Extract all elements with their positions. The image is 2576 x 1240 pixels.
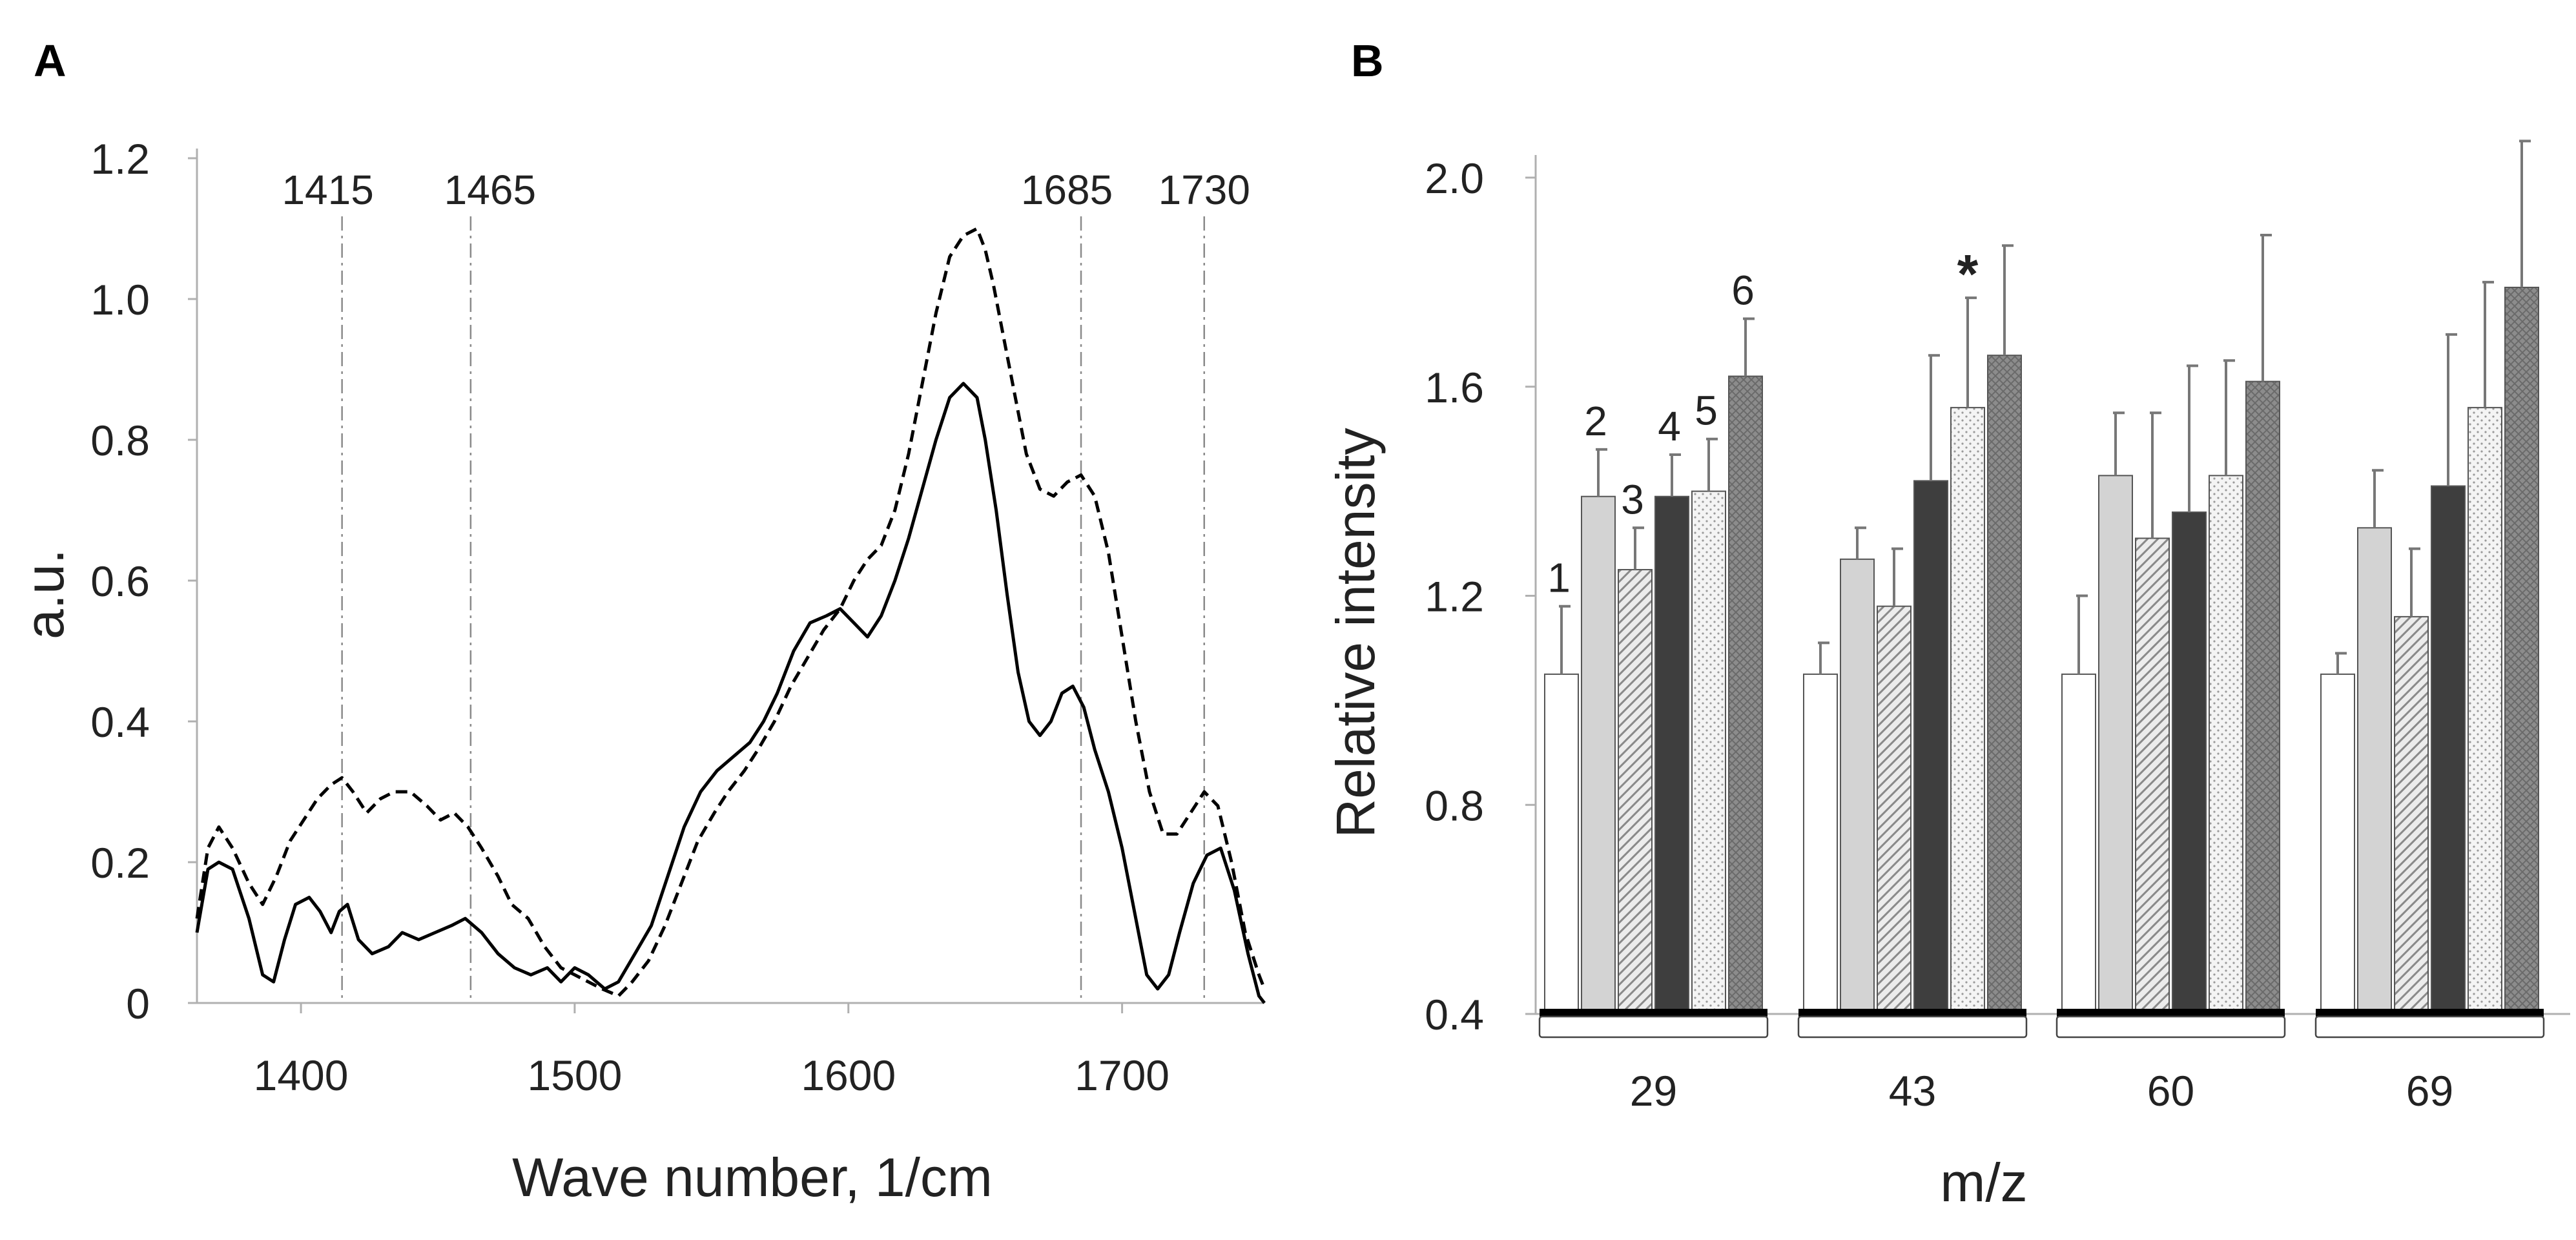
chart-b-series-label: 3 [1621, 476, 1644, 522]
chart-b-bar [1840, 558, 1875, 1015]
chart-a-reference-lines: 1415 1465 1685 1730 [282, 167, 1250, 1003]
chart-b-baseline-bar [2057, 1009, 2285, 1017]
chart-a-reference-label: 1730 [1159, 167, 1250, 213]
chart-a-y-tick-label: 1.0 [90, 276, 150, 324]
chart-b-bar [1987, 355, 2022, 1015]
chart-b-series: 1 234 5 6 29 * 43 60 69 [1538, 140, 2545, 1115]
chart-a-x-tick-label: 1600 [801, 1051, 896, 1099]
chart-b-bars: 0.4 0.8 1.2 1.6 2.0 1 234 5 6 29 * 43 60 69 m/z Rela… [1325, 140, 2570, 1213]
chart-b-bar [1877, 605, 1911, 1015]
chart-a-series-solid [195, 382, 1266, 1004]
chart-b-bar [2098, 475, 2133, 1015]
chart-b-bar [2504, 286, 2539, 1015]
chart-b-series-label: 5 [1695, 388, 1718, 434]
chart-a-axes: 0 0.2 0.4 0.6 0.8 1.0 1.2 1400 1500 1600 1700 [90, 135, 1264, 1099]
chart-b-bar [2209, 475, 2243, 1015]
chart-b-bar [1691, 490, 1726, 1015]
chart-b-bar [2245, 380, 2280, 1015]
chart-b-y-tick-label: 0.8 [1425, 781, 1484, 829]
chart-a-series-dashed [195, 227, 1266, 998]
chart-a-ylabel: a.u. [14, 549, 75, 639]
chart-b-bar [2431, 485, 2466, 1015]
chart-b-bar [1950, 407, 1985, 1015]
chart-a-y-tick-label: 0.6 [90, 557, 150, 605]
chart-a-reference-label: 1465 [444, 167, 536, 213]
chart-b-bar [1544, 673, 1579, 1015]
chart-b-category-bracket [1538, 1015, 1769, 1038]
chart-a-reference-label: 1415 [282, 167, 373, 213]
chart-a-reference-label: 1685 [1021, 167, 1113, 213]
panel-label-a: A [34, 36, 67, 86]
chart-a-x-tick-label: 1700 [1075, 1051, 1170, 1099]
chart-b-bar [2320, 673, 2355, 1015]
chart-b-category-bracket [1797, 1015, 2028, 1038]
chart-a-y-tick-label: 0.2 [90, 839, 150, 887]
chart-b-baseline-bar [1798, 1009, 2026, 1017]
chart-b-x-tick-label: 69 [2406, 1067, 2453, 1115]
chart-b-category-bracket [2056, 1015, 2286, 1038]
chart-b-y-tick-label: 1.2 [1425, 573, 1484, 621]
chart-b-xlabel: m/z [1940, 1152, 2027, 1213]
chart-a-spectrum: 0 0.2 0.4 0.6 0.8 1.0 1.2 1400 1500 1600 1700 1415… [14, 135, 1266, 1208]
chart-b-y-tick-label: 1.6 [1425, 364, 1484, 411]
chart-b-ylabel: Relative intensity [1325, 428, 1386, 838]
chart-b-y-tick-label: 2.0 [1425, 154, 1484, 202]
chart-b-series-label: 4 [1658, 403, 1681, 450]
chart-a-series [195, 227, 1266, 1004]
chart-a-y-tick-label: 0.4 [90, 698, 150, 746]
chart-b-bar [2357, 527, 2392, 1015]
panel-label-b: B [1351, 36, 1384, 86]
chart-b-bar [2135, 537, 2170, 1015]
chart-b-bar [1618, 569, 1653, 1015]
chart-a-x-tick-label: 1400 [254, 1051, 349, 1099]
chart-b-series-label: 6 [1731, 267, 1755, 314]
chart-b-baseline-bar [1540, 1009, 1767, 1017]
chart-a-y-tick-label: 0.8 [90, 417, 150, 464]
chart-b-bar [1728, 375, 1763, 1015]
chart-b-bar [2468, 407, 2502, 1015]
chart-b-x-tick-label: 60 [2147, 1067, 2194, 1115]
chart-a-x-tick-label: 1500 [527, 1051, 622, 1099]
chart-b-significance-marker: * [1957, 243, 1979, 304]
chart-b-series-label: 1 [1547, 555, 1571, 601]
chart-b-bar [2394, 615, 2429, 1015]
chart-b-bar [1581, 495, 1616, 1015]
chart-b-baseline-bar [2316, 1009, 2544, 1017]
chart-b-x-tick-label: 43 [1889, 1067, 1936, 1115]
chart-b-x-tick-label: 29 [1630, 1067, 1677, 1115]
chart-a-y-tick-label: 0 [126, 980, 150, 1028]
chart-b-bar [1913, 480, 1948, 1015]
chart-b-bar [2172, 512, 2207, 1015]
chart-b-category-bracket [2314, 1015, 2545, 1038]
chart-b-bar [1654, 495, 1689, 1015]
chart-b-series-label: 2 [1584, 398, 1607, 444]
chart-a-y-tick-label: 1.2 [90, 135, 150, 183]
chart-b-bar [2061, 673, 2096, 1015]
chart-b-bar [1803, 673, 1838, 1015]
chart-a-xlabel: Wave number, 1/cm [512, 1147, 993, 1208]
chart-b-y-tick-label: 0.4 [1425, 991, 1484, 1038]
